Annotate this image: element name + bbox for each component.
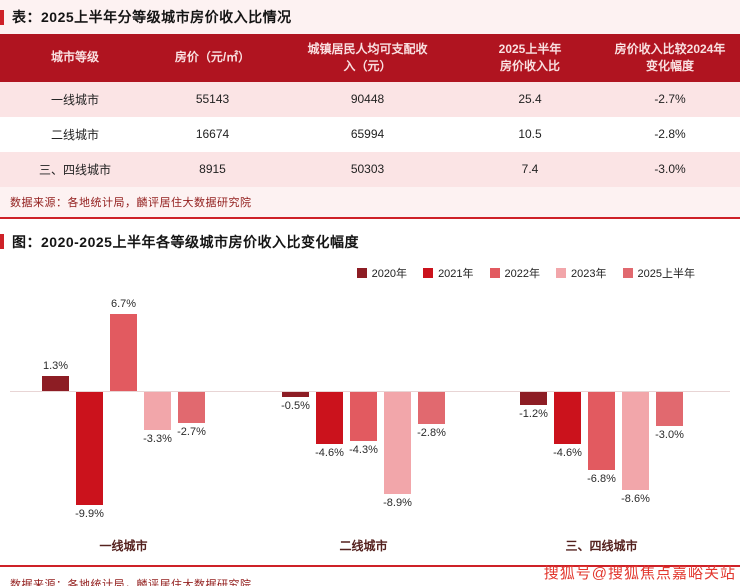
bar-value-label: -1.2% bbox=[519, 408, 548, 421]
bar-value-label: -3.3% bbox=[143, 432, 172, 445]
legend-swatch-icon bbox=[356, 267, 367, 278]
bar bbox=[144, 391, 171, 430]
bar bbox=[76, 391, 103, 506]
table-header-row: 城市等级 房价（元/㎡） 城镇居民人均可支配收 入（元） 2025上半年 房价收… bbox=[0, 34, 740, 82]
cell-income: 90448 bbox=[350, 92, 385, 107]
bar-value-label: -4.6% bbox=[315, 447, 344, 460]
legend-label: 2022年 bbox=[504, 267, 541, 280]
bar bbox=[520, 391, 547, 406]
cell-price: 16674 bbox=[195, 127, 230, 142]
legend-item: 2022年 bbox=[489, 265, 541, 281]
legend-item: 2025上半年 bbox=[622, 265, 695, 281]
legend-label: 2025上半年 bbox=[637, 267, 695, 280]
bar bbox=[418, 391, 445, 424]
bar bbox=[282, 391, 309, 398]
cell-price: 55143 bbox=[195, 92, 230, 107]
cell-change: -2.7% bbox=[654, 92, 686, 107]
chart-legend: 2020年 2021年 2022年 2023年 2025上半年 bbox=[0, 265, 740, 281]
bar-value-label: -4.6% bbox=[553, 447, 582, 460]
table-header: 城市等级 房价（元/㎡） 城镇居民人均可支配收 入（元） 2025上半年 房价收… bbox=[0, 34, 740, 82]
category-label: 一线城市 bbox=[99, 538, 148, 553]
header-income: 城镇居民人均可支配收 入（元） bbox=[275, 34, 460, 82]
bar-value-label: 6.7% bbox=[110, 297, 137, 310]
bar bbox=[178, 391, 205, 423]
chart-source-note: 数据来源：各地统计局，麟评居住大数据研究院 bbox=[10, 578, 252, 586]
legend-swatch-icon bbox=[622, 267, 633, 278]
cell-tier: 三、四线城市 bbox=[38, 162, 111, 177]
cell-change: -3.0% bbox=[654, 162, 686, 177]
cell-change: -2.8% bbox=[654, 127, 686, 142]
cell-tier: 二线城市 bbox=[50, 127, 99, 142]
zero-axis-line bbox=[10, 390, 730, 392]
bar-value-label: -3.0% bbox=[655, 429, 684, 442]
chart-plot: 1.3% -9.9% 6.7% -3.3% -2.7% 一线城市 -0.5% -4.6% -4.… bbox=[0, 291, 740, 563]
bar bbox=[110, 313, 137, 391]
header-ratio: 2025上半年 房价收入比 bbox=[460, 34, 600, 82]
chart-title-text: 图：2020-2025上半年各等级城市房价收入比变化幅度 bbox=[12, 233, 359, 250]
bar bbox=[384, 391, 411, 494]
bar bbox=[350, 391, 377, 442]
cell-income: 65994 bbox=[350, 127, 385, 142]
chart-section: 图：2020-2025上半年各等级城市房价收入比变化幅度 2020年 2021年 2… bbox=[0, 218, 740, 586]
table-row: 二线城市 16674 65994 10.5 -2.8% bbox=[0, 116, 740, 152]
header-city-tier: 城市等级 bbox=[0, 34, 150, 82]
cell-ratio: 25.4 bbox=[518, 92, 542, 107]
bar bbox=[316, 391, 343, 445]
header-change: 房价收入比较2024年 变化幅度 bbox=[600, 34, 740, 82]
legend-swatch-icon bbox=[556, 267, 567, 278]
bar-value-label: -9.9% bbox=[75, 508, 104, 521]
bar bbox=[588, 391, 615, 470]
bar-value-label: -6.8% bbox=[587, 472, 616, 485]
table-body: 一线城市 55143 90448 25.4 -2.7% 二线城市 16674 6… bbox=[0, 81, 740, 187]
legend-item: 2021年 bbox=[423, 265, 474, 281]
bar-value-label: 1.3% bbox=[42, 359, 69, 372]
bar bbox=[554, 391, 581, 445]
table-section: 表：2025上半年分等级城市房价收入比情况 城市等级 房价（元/㎡） 城镇居民人… bbox=[0, 0, 740, 219]
cell-income: 50303 bbox=[350, 162, 385, 177]
header-house-price: 房价（元/㎡） bbox=[150, 34, 275, 82]
legend-swatch-icon bbox=[423, 267, 434, 278]
table-section-title: 表：2025上半年分等级城市房价收入比情况 bbox=[0, 0, 740, 34]
bar-value-label: -2.8% bbox=[417, 426, 446, 439]
cell-price: 8915 bbox=[199, 162, 226, 177]
bar-value-label: -4.3% bbox=[349, 444, 378, 457]
legend-label: 2020年 bbox=[371, 267, 408, 280]
bar-value-label: -2.7% bbox=[177, 425, 206, 438]
bar bbox=[656, 391, 683, 427]
table-source-note: 数据来源：各地统计局，麟评居住大数据研究院 bbox=[10, 196, 252, 209]
legend-label: 2023年 bbox=[571, 267, 607, 280]
cell-ratio: 7.4 bbox=[521, 162, 539, 177]
title-accent-bar bbox=[0, 234, 4, 250]
bar-value-label: -0.5% bbox=[281, 400, 310, 413]
chart-source-section: 数据来源：各地统计局，麟评居住大数据研究院 bbox=[0, 564, 740, 586]
category-label: 二线城市 bbox=[339, 538, 388, 553]
price-income-table: 城市等级 房价（元/㎡） 城镇居民人均可支配收 入（元） 2025上半年 房价收… bbox=[0, 34, 740, 187]
bar bbox=[42, 375, 69, 391]
legend-item: 2023年 bbox=[556, 265, 607, 281]
bar-value-label: -8.6% bbox=[621, 493, 650, 506]
title-accent-bar bbox=[0, 9, 4, 25]
cell-tier: 一线城市 bbox=[50, 92, 99, 107]
table-title-text: 表：2025上半年分等级城市房价收入比情况 bbox=[12, 9, 292, 25]
watermark: 搜狐号@搜狐焦点嘉峪关站 bbox=[543, 565, 736, 582]
cell-ratio: 10.5 bbox=[518, 127, 542, 142]
bar-value-label: -8.9% bbox=[383, 496, 412, 509]
table-row: 一线城市 55143 90448 25.4 -2.7% bbox=[0, 81, 740, 117]
table-row: 三、四线城市 8915 50303 7.4 -3.0% bbox=[0, 151, 740, 187]
legend-item: 2020年 bbox=[356, 265, 408, 281]
legend-label: 2021年 bbox=[438, 267, 474, 280]
bar bbox=[622, 391, 649, 491]
category-label: 三、四线城市 bbox=[565, 538, 638, 553]
legend-swatch-icon bbox=[489, 267, 500, 278]
chart-section-title: 图：2020-2025上半年各等级城市房价收入比变化幅度 bbox=[0, 225, 740, 259]
